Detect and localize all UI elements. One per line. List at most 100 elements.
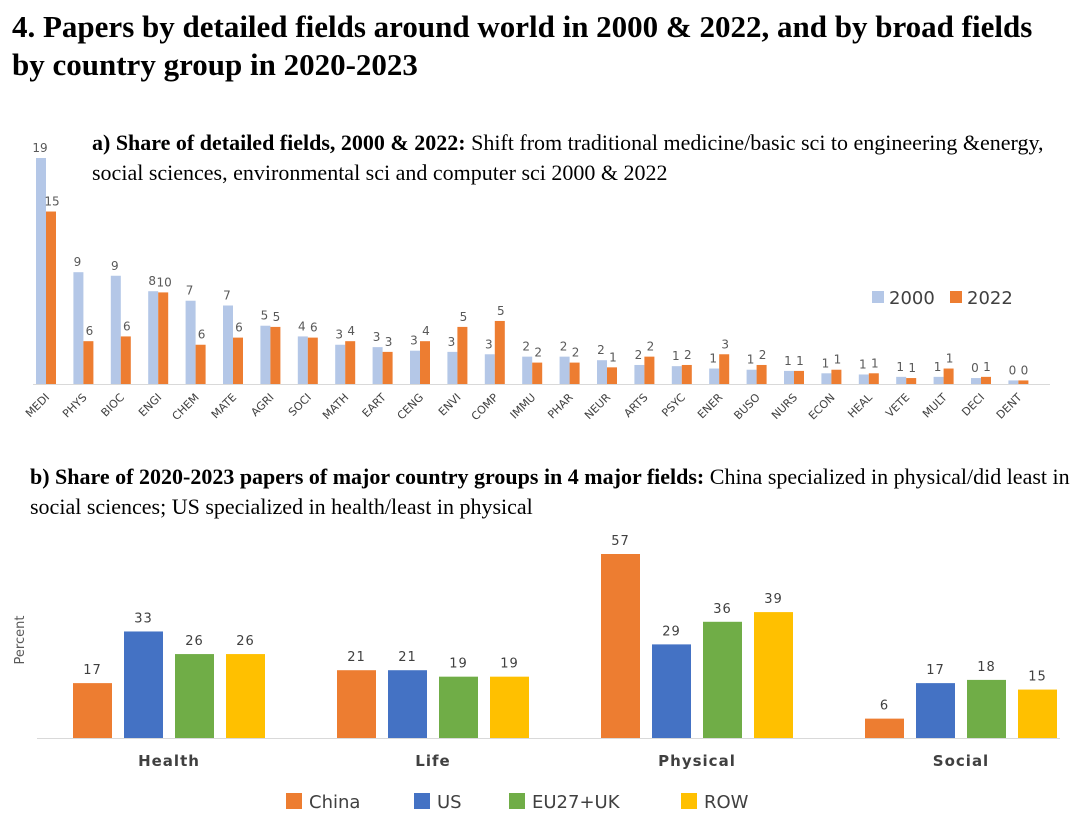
x-tick-Life: Life — [415, 752, 450, 770]
legend-label-2000: 2000 — [889, 288, 935, 309]
bar-2022-SOCI — [307, 337, 318, 384]
data-label-2000-PSYC: 1 — [672, 349, 680, 363]
data-label-US-Social: 17 — [926, 663, 945, 678]
data-label-EU27+UK-Health: 26 — [185, 634, 204, 649]
bar-2022-MEDI — [46, 211, 56, 384]
bar-EU27+UK-Social — [967, 679, 1006, 738]
bar-2000-NEUR — [597, 360, 607, 384]
bar-2022-NURS — [794, 370, 804, 384]
data-label-2000-ENER: 1 — [709, 352, 717, 366]
data-label-EU27+UK-Social: 18 — [977, 660, 996, 675]
data-label-2022-CHEM: 6 — [198, 328, 206, 342]
data-label-2000-ECON: 1 — [822, 356, 830, 370]
bar-2022-ENER — [719, 354, 730, 384]
data-label-2000-ENVI: 3 — [448, 335, 456, 349]
data-label-2000-AGRI: 5 — [261, 309, 269, 323]
bar-2000-HEAL — [858, 374, 869, 384]
legend-swatch-EU27+UK — [509, 793, 525, 809]
data-label-2000-BIOC: 9 — [111, 259, 119, 273]
x-tick-Social: Social — [933, 752, 989, 770]
data-label-2000-EART: 3 — [373, 330, 381, 344]
bar-ROW-Social — [1018, 689, 1057, 738]
bar-EU27+UK-Health — [175, 654, 214, 738]
bar-2000-ARTS — [634, 364, 645, 384]
bar-2000-COMP — [484, 354, 495, 384]
bar-2000-MATE — [223, 305, 233, 384]
bar-ROW-Life — [490, 676, 529, 738]
data-label-2022-MEDI: 15 — [44, 195, 59, 209]
page-title: 4. Papers by detailed fields around worl… — [12, 9, 1033, 82]
data-label-2022-PHAR: 2 — [572, 346, 580, 360]
bar-2022-ENVI — [457, 326, 468, 384]
legend-label-2022: 2022 — [967, 288, 1013, 309]
data-label-2022-MATE: 6 — [235, 321, 243, 335]
chart-a-title-bold: a) Share of detailed fields, 2000 & 2022… — [92, 130, 466, 155]
bar-2022-NEUR — [607, 367, 617, 384]
bar-2022-VETE — [906, 378, 917, 384]
data-label-2022-MULT: 1 — [946, 352, 954, 366]
bar-2022-BUSO — [756, 364, 767, 384]
data-label-ROW-Health: 26 — [236, 634, 255, 649]
bar-US-Social — [916, 683, 955, 738]
data-label-China-Physical: 57 — [611, 534, 630, 549]
bar-2000-ENVI — [447, 351, 458, 384]
data-label-2022-ECON: 1 — [834, 353, 842, 367]
bar-2022-MULT — [943, 368, 954, 384]
data-label-2000-MATE: 7 — [223, 288, 231, 302]
bar-2000-DENT — [1008, 380, 1019, 384]
data-label-2022-PHYS: 6 — [86, 324, 94, 338]
data-label-China-Social: 6 — [880, 699, 889, 714]
data-label-2000-MEDI: 19 — [32, 141, 47, 155]
data-label-2022-PSYC: 2 — [684, 348, 692, 362]
data-label-2000-PHYS: 9 — [74, 255, 82, 269]
bar-2022-MATH — [345, 341, 356, 384]
bar-2022-COMP — [494, 320, 505, 384]
data-label-2000-ENGI: 8 — [148, 274, 156, 288]
data-label-ROW-Physical: 39 — [764, 592, 783, 607]
bar-2000-MEDI — [36, 158, 46, 384]
chart-a-title: a) Share of detailed fields, 2000 & 2022… — [92, 128, 1077, 188]
bar-2000-AGRI — [260, 325, 271, 384]
bar-2022-PHAR — [569, 362, 580, 384]
data-label-2022-NURS: 1 — [796, 354, 804, 368]
chart-b-title-bold: b) Share of 2020-2023 papers of major co… — [30, 464, 705, 489]
data-label-2000-DENT: 0 — [1009, 363, 1017, 377]
data-label-2022-HEAL: 1 — [871, 356, 879, 370]
data-label-ROW-Social: 15 — [1028, 670, 1047, 685]
data-label-2000-ARTS: 2 — [635, 348, 643, 362]
data-label-2022-ENGI: 10 — [157, 275, 172, 289]
bar-2022-HEAL — [868, 373, 879, 384]
bar-2000-BUSO — [746, 369, 757, 384]
data-label-EU27+UK-Physical: 36 — [713, 602, 732, 617]
data-label-2000-MATH: 3 — [335, 328, 343, 342]
data-label-China-Life: 21 — [347, 650, 366, 665]
data-label-2022-SOCI: 6 — [310, 321, 318, 335]
data-label-2000-CENG: 3 — [410, 334, 418, 348]
bar-2000-PHAR — [559, 356, 570, 384]
data-label-2022-MATH: 4 — [347, 324, 355, 338]
data-label-China-Health: 17 — [83, 663, 102, 678]
chart-b-title-rest: China specialized in physical/did least … — [30, 464, 1070, 519]
bar-2000-SOCI — [297, 336, 308, 384]
data-label-2000-CHEM: 7 — [186, 284, 194, 298]
bar-2000-MULT — [933, 376, 944, 384]
legend-label-EU27+UK: EU27+UK — [532, 792, 621, 813]
bar-China-Social — [865, 718, 904, 738]
bar-2022-CHEM — [195, 344, 206, 384]
data-label-2022-VETE: 1 — [908, 361, 916, 375]
data-label-2000-HEAL: 1 — [859, 357, 867, 371]
bar-2022-EART — [382, 351, 393, 384]
data-label-2022-ENVI: 5 — [460, 310, 468, 324]
bar-US-Life — [388, 670, 427, 738]
data-label-2022-ENER: 3 — [721, 337, 729, 351]
bar-2022-AGRI — [270, 326, 281, 384]
legend-swatch-US — [414, 793, 430, 809]
legend-swatch-China — [286, 793, 302, 809]
data-label-2022-AGRI: 5 — [273, 310, 281, 324]
legend-swatch-2000 — [872, 291, 884, 303]
legend-swatch-ROW — [681, 793, 697, 809]
legend-swatch-2022 — [950, 291, 962, 303]
data-label-US-Health: 33 — [134, 611, 153, 626]
